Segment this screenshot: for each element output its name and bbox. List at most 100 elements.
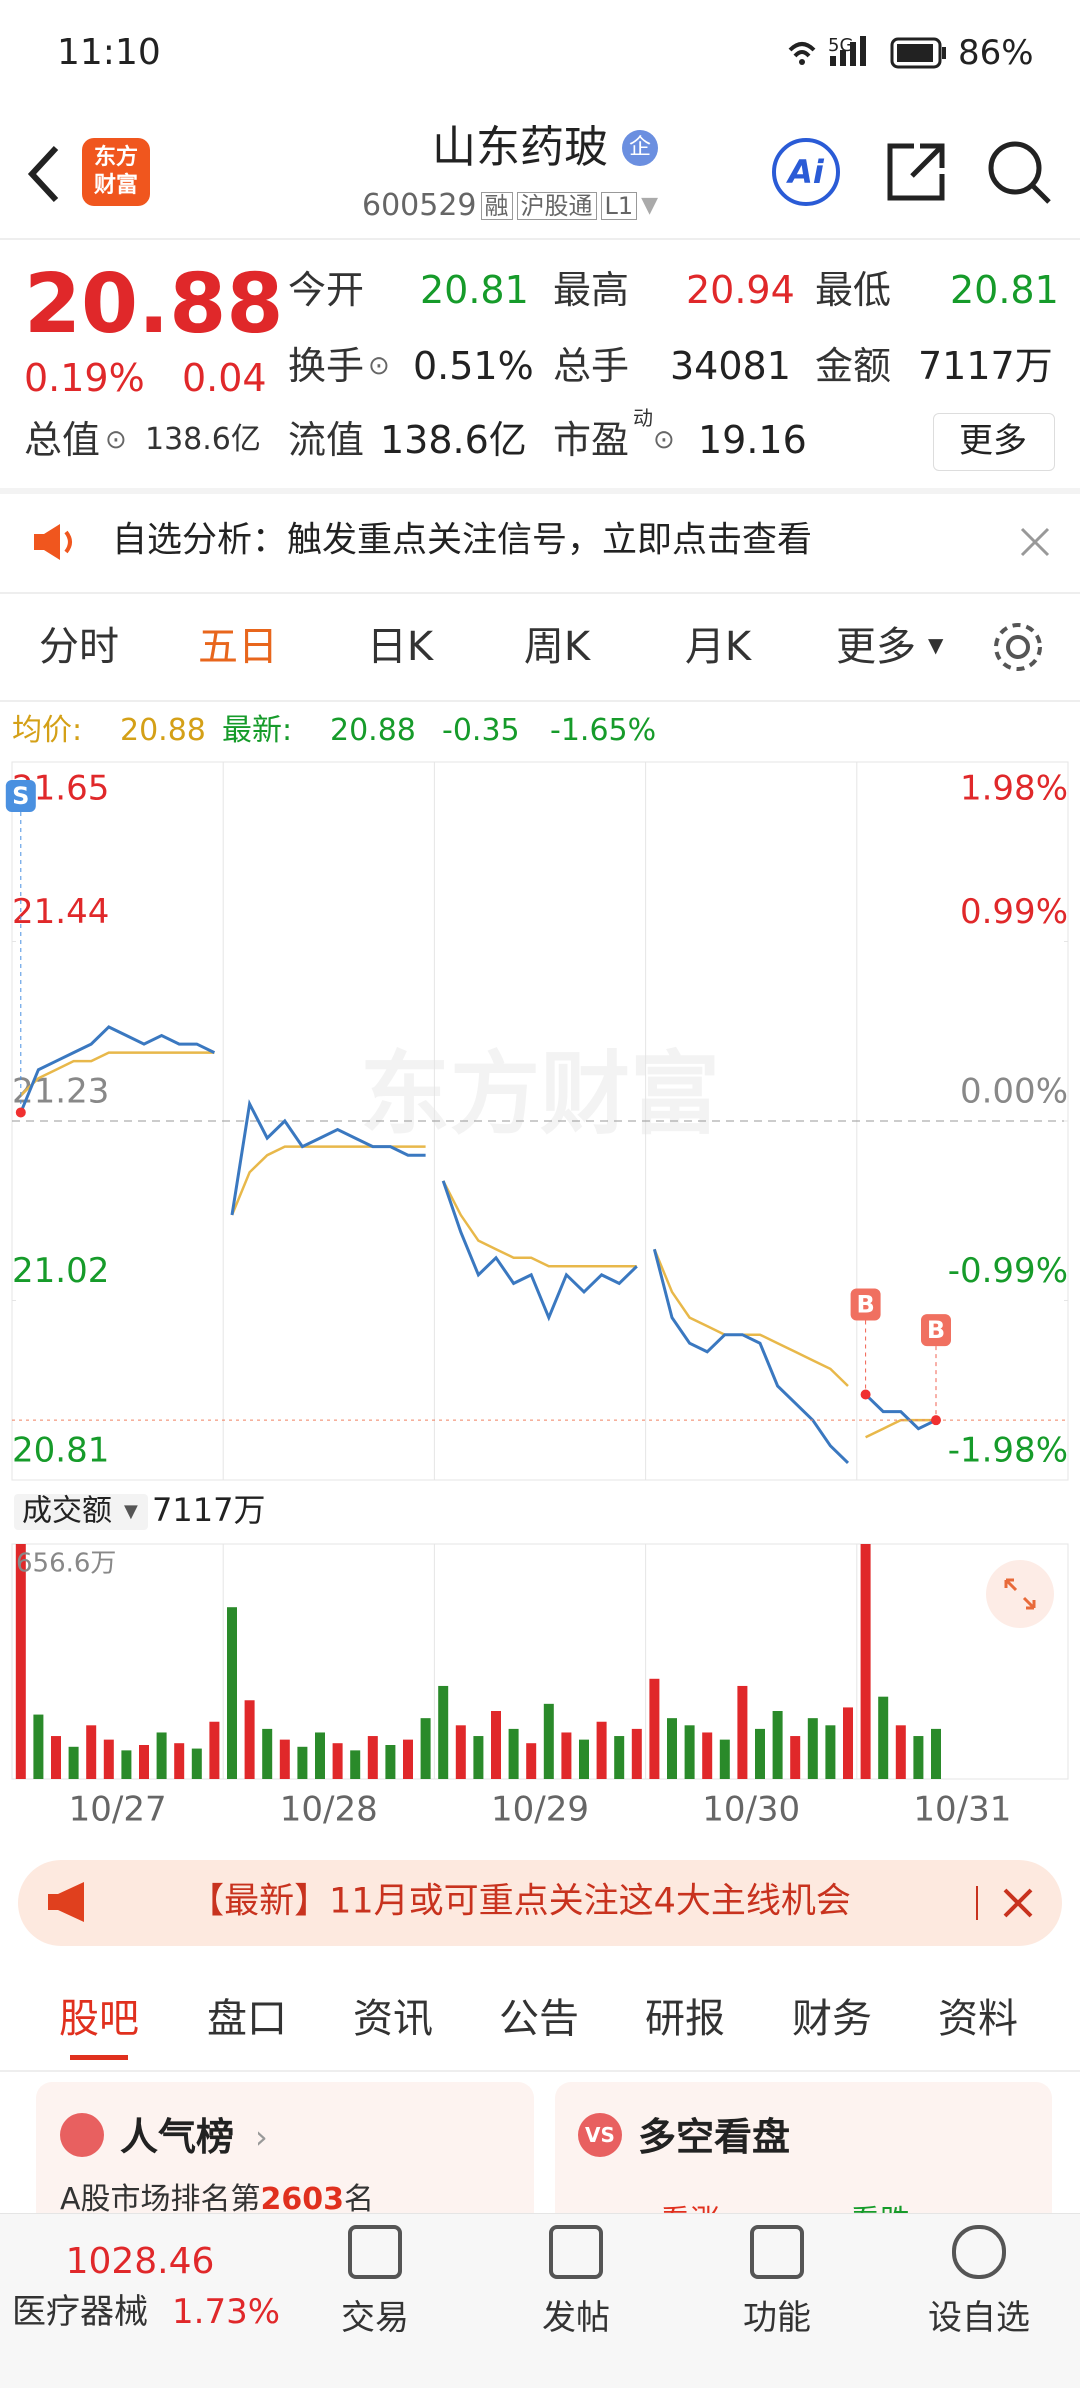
- volume-bar: [561, 1732, 572, 1779]
- volume-bar: [491, 1710, 501, 1779]
- volume-bar: [244, 1700, 255, 1779]
- megaphone-icon: [48, 1882, 84, 1922]
- volume-total: 7117万: [152, 1491, 265, 1529]
- ai-button[interactable]: [772, 138, 840, 206]
- volume-bar: [455, 1725, 466, 1779]
- field-value: 138.6亿: [380, 418, 527, 462]
- vs-icon: VS: [578, 2113, 622, 2157]
- avg-value: 20.88: [120, 713, 206, 748]
- last-pct: -1.65%: [550, 713, 657, 748]
- info-icon: ⊙: [368, 351, 390, 381]
- nav-item[interactable]: 交易: [341, 2298, 409, 2338]
- period-tab[interactable]: 月K: [684, 624, 752, 670]
- ad-text[interactable]: 【最新】11月或可重点关注这4大主线机会: [189, 1881, 851, 1922]
- volume-bar: [420, 1718, 431, 1779]
- volume-bar: [227, 1607, 237, 1779]
- volume-bar: [103, 1739, 114, 1779]
- x-tick-label: 10/27: [69, 1790, 167, 1830]
- field-value: 20.94: [686, 268, 795, 312]
- volume-bar: [367, 1736, 378, 1779]
- stock-title: 山东药玻: [432, 122, 608, 173]
- nav-icon[interactable]: [549, 2225, 603, 2279]
- divider: [0, 700, 1080, 702]
- notice-text[interactable]: 自选分析：触发重点关注信号，立即点击查看: [112, 520, 813, 561]
- rank-text: A股市场排名第: [60, 2182, 261, 2217]
- tag: 沪股通: [516, 192, 597, 220]
- section-tab[interactable]: 盘口: [207, 1996, 287, 2042]
- series-line: [19, 1025, 937, 1464]
- y-tick-label: 21.23: [12, 1072, 109, 1112]
- volume-bar: [684, 1725, 695, 1779]
- tag: 融: [480, 192, 513, 220]
- volume-bar: [931, 1728, 941, 1779]
- volume-bar: [649, 1678, 660, 1779]
- card-title: 多空看盘: [638, 2115, 791, 2159]
- volume-bar: [33, 1714, 44, 1779]
- field-label: 最高: [553, 268, 630, 312]
- last-label: 最新:: [222, 713, 293, 748]
- index-value[interactable]: 1028.46: [65, 2241, 215, 2282]
- share-button[interactable]: [884, 140, 948, 204]
- volume-bar: [596, 1721, 607, 1779]
- settings-button[interactable]: [990, 619, 1046, 675]
- ai-text: Ai: [788, 153, 824, 191]
- status-network: 5G: [828, 35, 854, 56]
- nav-item[interactable]: 功能: [743, 2298, 811, 2338]
- more-text: 更多: [959, 421, 1027, 461]
- period-tab[interactable]: 日K: [366, 624, 434, 670]
- section-tab[interactable]: 资料: [938, 1996, 1018, 2042]
- series-line: [19, 1051, 936, 1439]
- volume-bar: [209, 1721, 220, 1779]
- period-tab[interactable]: 周K: [523, 624, 591, 670]
- bottom-nav: [0, 2213, 1080, 2388]
- trade-marker-label: B: [927, 1316, 945, 1344]
- period-tab[interactable]: 分时: [39, 624, 119, 670]
- tag: L1: [600, 192, 638, 220]
- nav-item[interactable]: 设自选: [928, 2298, 1030, 2338]
- rank-unit: 名: [344, 2182, 375, 2217]
- volume-bar: [332, 1743, 343, 1779]
- card-title: 人气榜: [120, 2115, 235, 2159]
- volume-bar: [772, 1710, 783, 1779]
- close-button[interactable]: [975, 1886, 1039, 1920]
- nav-icon[interactable]: [750, 2225, 804, 2279]
- nav-icon[interactable]: [348, 2225, 402, 2279]
- section-tab[interactable]: 资讯: [353, 1996, 433, 2042]
- dropdown-arrow: ▼: [928, 633, 944, 657]
- ad-banner[interactable]: [18, 1860, 1062, 1946]
- period-tab[interactable]: 更多: [836, 624, 916, 670]
- status-time: 11:10: [57, 32, 161, 73]
- volume-bar: [139, 1744, 149, 1779]
- volume-bar: [631, 1728, 642, 1779]
- trade-marker-label: B: [856, 1291, 874, 1319]
- index-pct[interactable]: 1.73%: [172, 2292, 281, 2332]
- search-button[interactable]: [985, 138, 1055, 208]
- trade-marker: [5, 780, 36, 812]
- last-value: 20.88: [330, 713, 416, 748]
- period-tab[interactable]: 五日: [198, 624, 278, 670]
- section-tab[interactable]: 财务: [792, 1996, 872, 2042]
- battery-icon: [890, 37, 946, 69]
- y2-tick-label: 1.98%: [960, 769, 1068, 809]
- stock-code: 600529: [362, 188, 477, 223]
- change: 0.04: [182, 356, 267, 400]
- field-value: 138.6亿: [145, 422, 261, 457]
- back-button[interactable]: [20, 140, 70, 210]
- divider: [0, 2070, 1080, 2072]
- volume-bar: [15, 1544, 26, 1779]
- close-button[interactable]: [1018, 525, 1052, 559]
- section-tab[interactable]: 股吧: [59, 1996, 139, 2042]
- divider: [0, 592, 1080, 594]
- field-value: 20.81: [950, 268, 1059, 312]
- index-name[interactable]: 医疗器械: [12, 2292, 148, 2332]
- nav-item[interactable]: 发帖: [542, 2298, 610, 2338]
- nav-icon[interactable]: [952, 2225, 1006, 2279]
- volume-bar: [895, 1725, 906, 1779]
- info-icon: ⊙: [653, 425, 675, 455]
- logo: [82, 138, 150, 206]
- price: 20.88: [24, 257, 284, 352]
- x-tick-label: 10/31: [913, 1790, 1011, 1830]
- section-tab[interactable]: 公告: [499, 1996, 579, 2042]
- section-tab[interactable]: 研报: [645, 1996, 725, 2042]
- more-button[interactable]: [933, 413, 1055, 471]
